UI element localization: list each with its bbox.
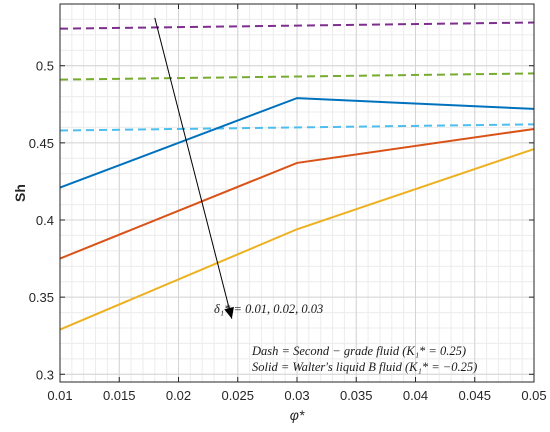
x-tick-label: 0.02 (166, 388, 191, 403)
solid-note: Solid = Walter's liquid B fluid (K₁* = −… (252, 360, 477, 374)
x-axis-label: φ* (290, 407, 305, 423)
series-line-2 (59, 72, 535, 81)
series-layer (59, 21, 535, 331)
y-tick-label: 0.3 (36, 367, 54, 382)
y-tick-label: 0.4 (36, 213, 54, 228)
arrow-layer (154, 17, 234, 319)
series-line-3 (59, 123, 535, 132)
y-axis-label: Sh (12, 184, 28, 202)
ticks-layer (59, 4, 535, 382)
y-tick-label: 0.5 (36, 59, 54, 74)
dash-note: Dash = Second − grade fluid (K₁* = 0.25) (251, 344, 466, 358)
y-tick-label: 0.35 (29, 290, 54, 305)
x-tick-label: 0.05 (521, 388, 546, 403)
series-line-6 (59, 148, 535, 331)
y-tick-label: 0.45 (29, 136, 54, 151)
arrow-shaft (154, 17, 233, 319)
x-tick-label: 0.035 (340, 388, 373, 403)
x-tick-label: 0.03 (284, 388, 309, 403)
tick-labels: 0.01 0.015 0.02 0.025 0.03 0.035 0.04 0.045 0.05… (29, 59, 547, 403)
x-tick-label: 0.015 (103, 388, 136, 403)
x-tick-label: 0.04 (403, 388, 428, 403)
series-line-5 (59, 127, 535, 260)
series-line-4 (59, 97, 535, 189)
arrow-head (224, 306, 234, 319)
x-tick-label: 0.01 (47, 388, 72, 403)
x-tick-label: 0.025 (221, 388, 254, 403)
delta-annotation: δ₁* = 0.01, 0.02, 0.03 (214, 302, 323, 316)
series-line-1 (59, 21, 535, 30)
x-tick-label: 0.045 (458, 388, 491, 403)
